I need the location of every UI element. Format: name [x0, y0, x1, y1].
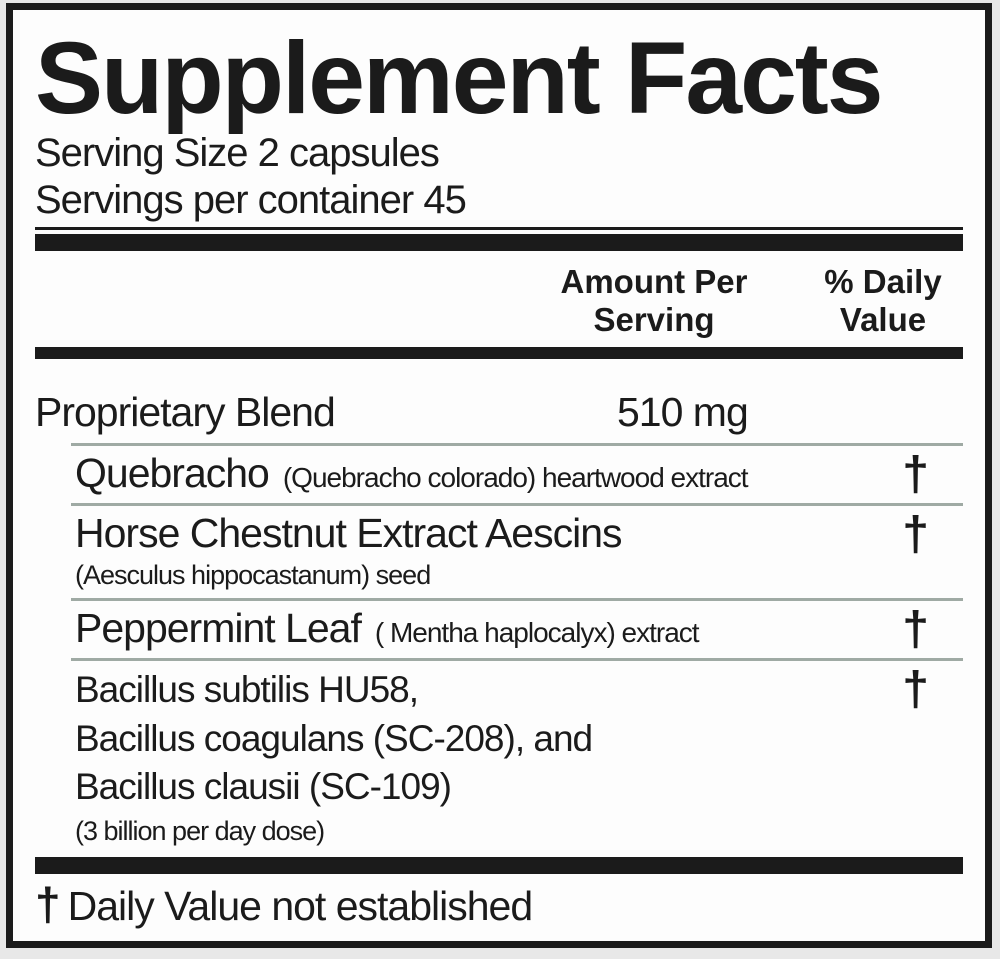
dagger-symbol: † — [902, 662, 929, 716]
ingredient-separator — [71, 597, 963, 601]
ingredient-row-bacillus: Bacillus subtilis HU58, Bacillus coagula… — [35, 663, 963, 847]
footnote-text: Daily Value not established — [67, 883, 534, 930]
divider-thick-mid — [35, 346, 963, 359]
ingredient-row-quebracho: Quebracho (Quebracho colorado) heartwood … — [35, 448, 963, 501]
supplement-facts-label: Supplement Facts Serving Size 2 capsules… — [6, 3, 992, 948]
ingredient-subtext: (Aesculus hippocastanum) seed — [75, 559, 431, 590]
ingredient-name-line: Bacillus clausii (SC-109) — [75, 766, 452, 808]
ingredient-subtext: (3 billion per day dose) — [75, 816, 325, 847]
ingredient-name: Horse Chestnut Extract Aescins — [75, 509, 623, 556]
servings-per-container-text: Servings per container 45 — [35, 177, 467, 222]
divider-thin — [35, 226, 963, 230]
dagger-icon: † — [35, 878, 61, 931]
divider-thick-bottom — [35, 857, 963, 875]
footnote: † Daily Value not established — [35, 877, 963, 931]
ingredient-row-peppermint: Peppermint Leaf ( Mentha haplocalyx) extr… — [35, 603, 963, 656]
ingredient-separator — [71, 657, 963, 661]
ingredient-detail: ( Mentha haplocalyx) extract — [374, 616, 700, 648]
dagger-symbol: † — [902, 602, 929, 656]
ingredient-name-line: Bacillus subtilis HU58, — [75, 668, 419, 710]
ingredient-separator — [71, 502, 963, 506]
ingredient-row-horse-chestnut: Horse Chestnut Extract Aescins (Aesculus… — [35, 508, 963, 591]
ingredient-name-line: Bacillus coagulans (SC-208), and — [75, 717, 593, 759]
serving-size-text: Serving Size 2 capsules — [35, 131, 440, 176]
ingredient-name: Quebracho — [75, 449, 270, 496]
dagger-symbol: † — [902, 507, 929, 561]
column-header-percent-daily-value: % Daily Value — [824, 262, 942, 338]
ingredient-detail: (Quebracho colorado) heartwood extract — [282, 461, 749, 493]
proprietary-blend-row: Proprietary Blend 510 mg — [35, 389, 963, 436]
dagger-symbol: † — [902, 447, 929, 501]
column-header-row: Amount Per Serving % Daily Value — [35, 263, 963, 339]
divider-thick-top — [35, 233, 963, 251]
ingredient-separator — [71, 442, 963, 446]
ingredient-name: Peppermint Leaf — [75, 604, 362, 651]
proprietary-blend-name: Proprietary Blend — [35, 388, 336, 435]
proprietary-blend-amount: 510 mg — [617, 388, 749, 435]
page-title: Supplement Facts — [35, 21, 884, 135]
column-header-amount-per-serving: Amount Per Serving — [560, 262, 748, 338]
